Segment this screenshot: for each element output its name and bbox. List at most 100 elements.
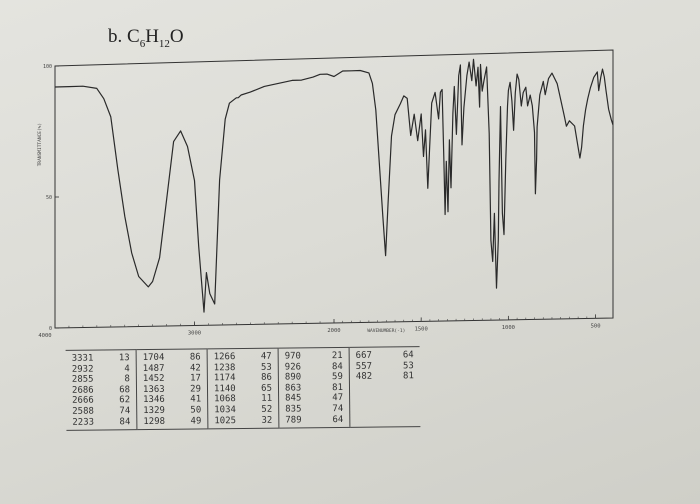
peak-transmittance: 81: [402, 371, 414, 382]
peak-entry: 1363 29: [143, 384, 201, 395]
plot-frame: [54, 49, 614, 329]
peak-transmittance: 81: [332, 382, 344, 393]
peak-column: 970 21 926 84 890 59 863 81 845 47 835 74 789 64: [278, 347, 350, 429]
peak-transmittance: 52: [261, 404, 273, 415]
peak-table: 3331 13 2932 4 2855 8 2686 68 2666 62 2588 74 2233 84…: [65, 346, 421, 431]
peak-wavenumber: 2686: [71, 385, 94, 396]
peak-entry: 835 74: [285, 404, 343, 415]
peak-transmittance: 64: [332, 414, 344, 425]
peak-transmittance: 84: [331, 361, 343, 372]
spectrum-line: [54, 58, 614, 313]
peak-wavenumber: 1704: [142, 352, 165, 364]
peak-transmittance: 32: [261, 415, 273, 426]
peak-transmittance: 86: [260, 372, 272, 383]
peak-transmittance: 53: [402, 360, 414, 371]
peak-wavenumber: 2666: [72, 395, 94, 407]
peak-transmittance: 59: [331, 372, 343, 383]
peak-wavenumber: 667: [355, 350, 372, 361]
peak-wavenumber: 557: [355, 361, 373, 372]
peak-wavenumber: 1266: [213, 352, 236, 363]
peak-entry: 1174 86: [214, 373, 272, 384]
peak-wavenumber: 1363: [142, 384, 165, 395]
peak-entry: 1025 32: [214, 415, 272, 426]
peak-wavenumber: 890: [284, 372, 302, 383]
peak-wavenumber: 2932: [71, 364, 94, 375]
title-prefix: b.: [108, 26, 127, 47]
y-tick-label: 100: [43, 64, 52, 70]
peak-transmittance: 41: [190, 394, 202, 405]
peak-wavenumber: 2588: [72, 406, 94, 417]
peak-transmittance: 64: [402, 350, 414, 361]
peak-wavenumber: 835: [285, 404, 302, 415]
peak-entry: 2588 74: [72, 406, 130, 417]
peak-wavenumber: 1346: [143, 395, 165, 406]
peak-wavenumber: 1174: [213, 373, 236, 384]
peak-entry: 863 81: [285, 383, 343, 394]
x-tick-label: 1500: [415, 326, 428, 332]
peak-wavenumber: 1140: [213, 383, 236, 395]
peak-transmittance: 62: [119, 395, 131, 406]
peak-transmittance: 68: [119, 384, 131, 396]
peak-wavenumber: 789: [285, 414, 302, 426]
peak-transmittance: 74: [332, 403, 344, 415]
peak-transmittance: 4: [124, 363, 130, 374]
peak-entry: 2686 68: [72, 385, 130, 396]
peak-transmittance: 47: [332, 393, 344, 404]
spectrum-title: b. C6H12O: [108, 26, 184, 50]
peak-wavenumber: 1025: [214, 415, 237, 426]
peak-entry: 2233 84: [72, 417, 130, 428]
peak-entry: 557 53: [356, 361, 414, 372]
formula-part: C: [127, 26, 140, 47]
peak-wavenumber: 1238: [213, 362, 236, 373]
x-tick-label: 500: [591, 323, 601, 329]
peak-wavenumber: 2855: [71, 374, 94, 385]
peak-entry: 2666 62: [72, 396, 130, 407]
peak-entry: 1346 41: [143, 395, 201, 406]
peak-entry: 1329 50: [143, 405, 201, 416]
peak-entry: 1452 17: [143, 374, 201, 385]
peak-entry: 1704 86: [143, 352, 201, 363]
peak-transmittance: 21: [331, 350, 343, 362]
peak-column: 1266 47 1238 53 1174 86 1140 65 1068 11 1034 52 1025…: [207, 348, 279, 430]
peak-transmittance: 49: [190, 416, 202, 427]
peak-entry: 890 59: [285, 372, 343, 383]
peak-transmittance: 13: [118, 353, 130, 364]
peak-transmittance: 42: [189, 363, 201, 374]
formula-part: H: [145, 26, 159, 47]
peak-column: 667 64 557 53 482 81: [349, 346, 421, 428]
formula-part: 6: [139, 37, 146, 50]
peak-column: 3331 13 2932 4 2855 8 2686 68 2666 62 2588 74 2233 84: [65, 349, 137, 431]
formula-part: O: [169, 26, 184, 47]
x-tick-label: 1000: [502, 325, 515, 331]
peak-entry: 970 21: [285, 351, 343, 362]
peak-wavenumber: 1452: [142, 374, 165, 385]
peak-transmittance: 47: [260, 351, 272, 362]
peak-transmittance: 74: [119, 406, 131, 417]
peak-wavenumber: 482: [355, 371, 373, 383]
x-tick-label: 3000: [188, 331, 201, 337]
peak-entry: 667 64: [356, 350, 414, 361]
peak-wavenumber: 1034: [214, 405, 236, 416]
peak-entry: 1140 65: [214, 383, 272, 394]
peak-wavenumber: 926: [284, 361, 302, 373]
peak-wavenumber: 1329: [143, 405, 165, 417]
y-tick-label: 0: [49, 326, 52, 332]
x-tick-label: 4000: [38, 333, 51, 339]
peak-wavenumber: 845: [285, 393, 302, 404]
peak-entry: 1238 53: [214, 362, 272, 373]
peak-transmittance: 17: [189, 373, 201, 384]
peak-wavenumber: 3331: [71, 353, 94, 364]
peak-transmittance: 53: [260, 362, 272, 373]
peak-transmittance: 86: [189, 352, 201, 363]
y-tick-label: 50: [46, 195, 52, 201]
peak-entry: 926 84: [285, 362, 343, 373]
molecular-formula: C6H12O: [127, 26, 184, 50]
peak-entry: 1068 11: [214, 394, 272, 405]
peak-transmittance: 8: [124, 374, 130, 385]
peak-transmittance: 65: [261, 383, 273, 394]
y-axis-label: TRANSMITTANCE(%): [37, 123, 43, 166]
peak-wavenumber: 1068: [214, 394, 236, 405]
peak-wavenumber: 1487: [142, 363, 165, 374]
peak-entry: 482 81: [356, 371, 414, 382]
